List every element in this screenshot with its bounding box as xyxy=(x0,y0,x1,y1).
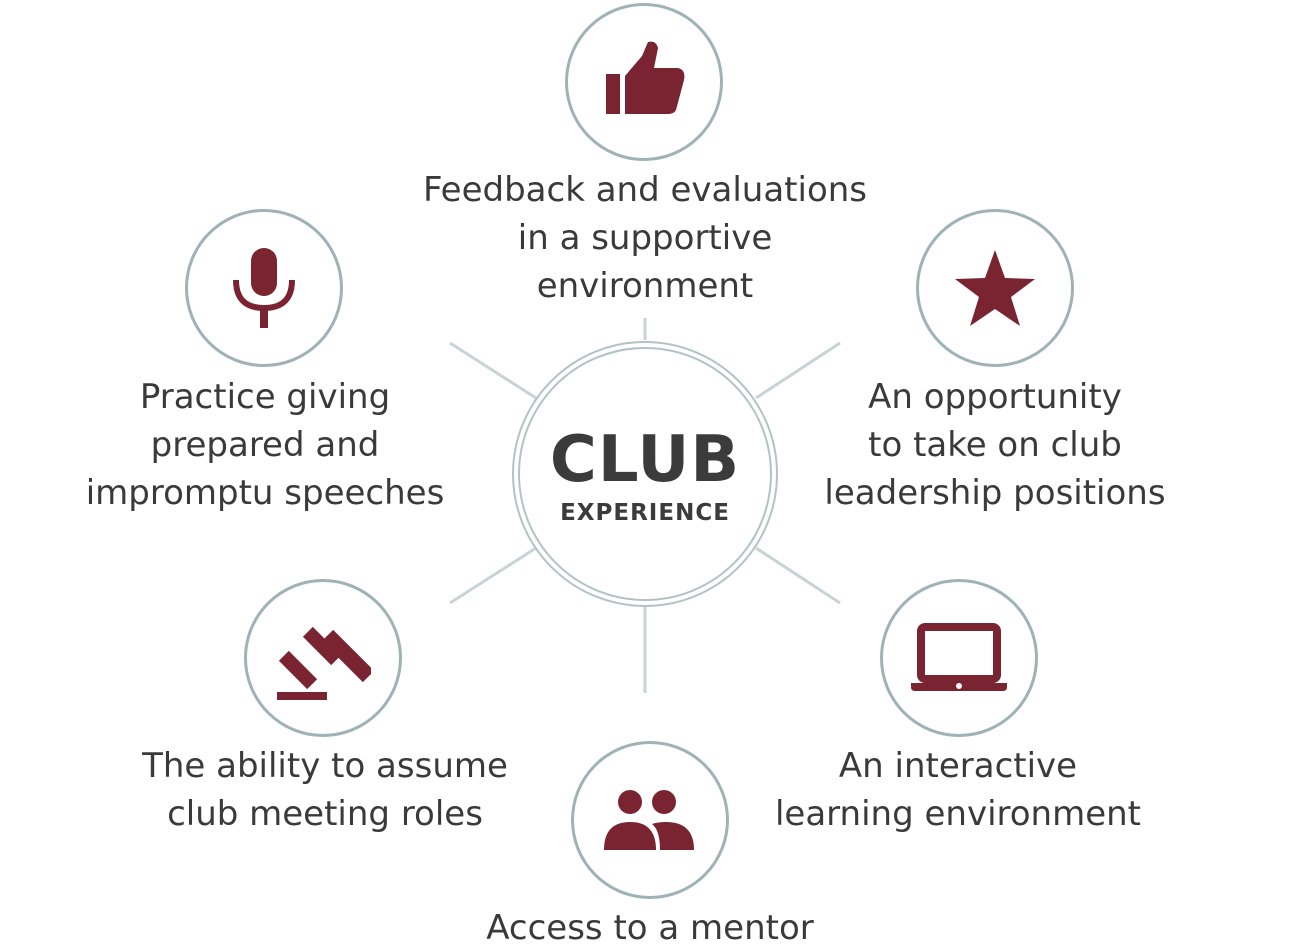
gavel-icon xyxy=(277,626,371,700)
speeches-label: Practice giving prepared and impromptu s… xyxy=(50,373,480,517)
feedback-line-2: in a supportive xyxy=(517,218,773,258)
connector-upper-left xyxy=(449,341,537,400)
feedback-line-1: Feedback and evaluations xyxy=(422,170,868,210)
leadership-line-1: An opportunity xyxy=(868,377,1122,417)
feedback-icon-circle xyxy=(565,3,723,161)
roles-icon-circle xyxy=(244,579,402,737)
feedback-label: Feedback and evaluations in a supportive… xyxy=(395,166,895,310)
leadership-label: An opportunity to take on club leadershi… xyxy=(795,373,1195,517)
learning-icon-circle xyxy=(880,579,1038,737)
center-title: CLUB xyxy=(549,423,741,497)
laptop-icon xyxy=(911,623,1007,691)
center-subtitle: EXPERIENCE xyxy=(560,500,730,526)
roles-line-2: club meeting roles xyxy=(167,794,483,834)
mentor-icon-circle xyxy=(571,741,729,899)
connector-upper-right xyxy=(755,341,841,400)
microphone-icon xyxy=(233,248,295,328)
connector-lower-left xyxy=(449,546,537,605)
star-icon xyxy=(955,250,1035,326)
roles-line-1: The ability to assume xyxy=(142,746,508,786)
speeches-icon-circle xyxy=(185,209,343,367)
speeches-line-2: prepared and xyxy=(150,425,380,465)
speeches-line-3: impromptu speeches xyxy=(85,473,445,513)
mentor-line-1: Access to a mentor xyxy=(486,908,814,948)
leadership-icon-circle xyxy=(916,209,1074,367)
center-circle: CLUB EXPERIENCE xyxy=(518,347,772,601)
learning-label: An interactive learning environment xyxy=(738,742,1178,838)
feedback-line-3: environment xyxy=(536,266,754,306)
leadership-line-2: to take on club xyxy=(868,425,1122,465)
connector-lower-right xyxy=(755,546,841,605)
speeches-line-1: Practice giving xyxy=(139,377,391,417)
people-icon xyxy=(604,790,694,850)
learning-line-1: An interactive xyxy=(838,746,1078,786)
mentor-label: Access to a mentor xyxy=(450,904,850,952)
learning-line-2: learning environment xyxy=(774,794,1142,834)
leadership-line-3: leadership positions xyxy=(824,473,1166,513)
thumbs-up-icon xyxy=(606,41,685,114)
roles-label: The ability to assume club meeting roles xyxy=(110,742,540,838)
